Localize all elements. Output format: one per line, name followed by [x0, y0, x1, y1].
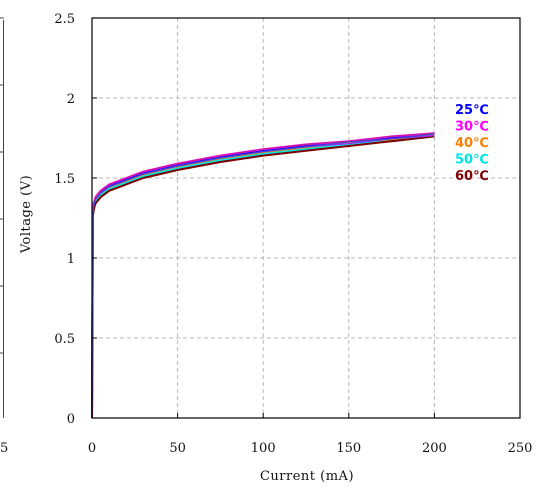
series-lines: [91, 132, 435, 419]
y-tick-label-1: 0.5: [54, 332, 75, 347]
x-tick-label-3: 150: [336, 441, 361, 456]
legend: 25℃ 30℃40℃ 50℃60℃: [455, 103, 489, 184]
x-axis-ticks: 0 50 100 150 200 250: [88, 413, 533, 456]
adjacent-chart-fragment: 5: [0, 17, 8, 456]
y-tick-label-4: 2: [67, 92, 75, 107]
plot-frame: [91, 17, 521, 419]
y-tick-label-2: 1: [67, 252, 75, 267]
plot-frame-border: [91, 17, 521, 419]
y-axis-title: Voltage (V): [19, 175, 34, 254]
y-tick-label-0: 0: [67, 412, 75, 427]
series-overlay-line-1: [91, 132, 435, 419]
series-overlay-line-2: [91, 133, 435, 419]
x-tick-label-2: 100: [251, 441, 276, 456]
adjacent-chart-tick-label: 5: [0, 441, 8, 456]
y-tick-label-5: 2.5: [54, 12, 75, 27]
legend-entry-3: 50℃: [455, 153, 489, 168]
y-tick-label-3: 1.5: [54, 172, 75, 187]
x-tick-label-1: 50: [169, 441, 186, 456]
legend-entry-1: 30℃: [455, 120, 489, 135]
grid: [92, 18, 520, 418]
x-tick-label-4: 200: [422, 441, 447, 456]
x-tick-label-5: 250: [508, 441, 533, 456]
legend-entry-4: 60℃: [455, 169, 489, 184]
y-axis-ticks: 0 0.5 1 1.5 2 2.5: [54, 12, 97, 427]
x-axis-title: Current (mA): [260, 469, 354, 484]
legend-entry-0: 25℃: [455, 103, 489, 118]
series-line-4: [91, 135, 435, 419]
x-tick-label-0: 0: [88, 441, 96, 456]
legend-entry-2: 40℃: [455, 136, 489, 151]
